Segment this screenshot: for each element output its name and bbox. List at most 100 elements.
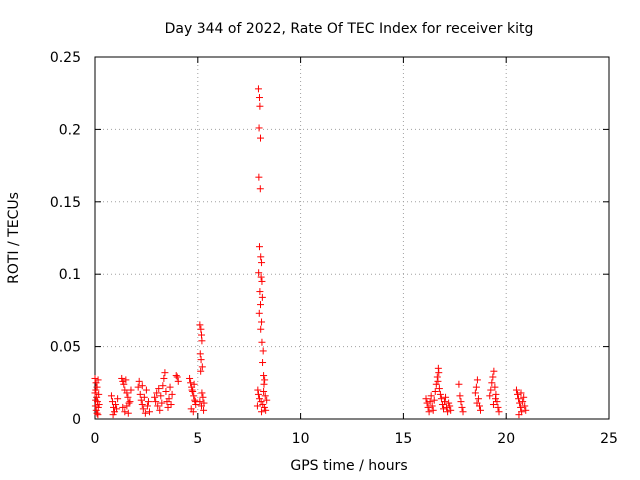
data-point bbox=[516, 399, 524, 407]
data-point bbox=[196, 321, 204, 329]
data-point bbox=[254, 386, 262, 394]
data-point bbox=[514, 390, 522, 398]
data-point bbox=[197, 325, 205, 333]
data-point bbox=[255, 395, 263, 403]
data-point bbox=[474, 395, 482, 403]
data-point bbox=[254, 390, 262, 398]
data-point bbox=[139, 405, 147, 413]
data-point bbox=[447, 406, 455, 414]
data-point bbox=[189, 387, 197, 395]
grid bbox=[95, 57, 609, 419]
data-point bbox=[257, 273, 265, 281]
data-point bbox=[134, 383, 142, 391]
data-point bbox=[165, 395, 173, 403]
y-tick-label: 0.25 bbox=[50, 50, 81, 66]
data-point bbox=[255, 124, 263, 132]
data-point bbox=[259, 347, 267, 355]
data-point bbox=[190, 380, 198, 388]
data-point bbox=[91, 389, 99, 397]
data-point bbox=[196, 350, 204, 358]
data-point bbox=[121, 408, 129, 416]
data-point bbox=[423, 399, 431, 407]
data-point bbox=[257, 301, 265, 309]
data-point bbox=[493, 398, 501, 406]
data-point bbox=[152, 398, 160, 406]
data-point bbox=[186, 374, 194, 382]
data-point bbox=[491, 383, 499, 391]
data-point bbox=[123, 402, 131, 410]
data-point bbox=[459, 408, 467, 416]
data-point bbox=[172, 372, 180, 380]
data-point bbox=[433, 373, 441, 381]
data-point bbox=[257, 134, 265, 142]
data-point bbox=[257, 398, 265, 406]
data-point bbox=[471, 389, 479, 397]
data-point bbox=[258, 318, 266, 326]
data-point bbox=[138, 382, 146, 390]
data-point bbox=[492, 395, 500, 403]
data-point bbox=[200, 399, 208, 407]
data-point bbox=[124, 409, 132, 417]
y-tick-label: 0.1 bbox=[59, 267, 81, 283]
data-point bbox=[441, 398, 449, 406]
data-point bbox=[521, 402, 529, 410]
data-point bbox=[197, 367, 205, 375]
data-point bbox=[92, 386, 100, 394]
data-point bbox=[190, 392, 198, 400]
data-point bbox=[260, 380, 268, 388]
data-point bbox=[446, 402, 454, 410]
data-point bbox=[122, 376, 130, 384]
data-point bbox=[445, 399, 453, 407]
data-point bbox=[92, 396, 100, 404]
data-point bbox=[261, 376, 269, 384]
data-point bbox=[258, 408, 266, 416]
data-point bbox=[141, 409, 149, 417]
data-point bbox=[490, 367, 498, 375]
data-point bbox=[135, 377, 143, 385]
data-point bbox=[255, 243, 263, 251]
data-point bbox=[156, 406, 164, 414]
data-point bbox=[431, 387, 439, 395]
data-point bbox=[258, 293, 266, 301]
data-point bbox=[160, 374, 168, 382]
y-axis-label: ROTI / TECUs bbox=[6, 192, 22, 284]
data-point bbox=[127, 386, 135, 394]
data-point bbox=[258, 338, 266, 346]
data-point bbox=[126, 398, 134, 406]
plot-area bbox=[94, 56, 610, 420]
data-point bbox=[154, 402, 162, 410]
x-axis-label: GPS time / hours bbox=[290, 458, 407, 474]
data-point bbox=[114, 395, 122, 403]
y-tick-label: 0 bbox=[72, 412, 81, 428]
data-point bbox=[120, 380, 128, 388]
data-point bbox=[489, 373, 497, 381]
data-point bbox=[428, 402, 436, 410]
data-point bbox=[258, 259, 266, 267]
data-point bbox=[257, 325, 265, 333]
data-point bbox=[113, 405, 121, 413]
data-point bbox=[143, 402, 151, 410]
data-point bbox=[489, 401, 497, 409]
data-point bbox=[259, 401, 267, 409]
data-point bbox=[94, 376, 102, 384]
data-point bbox=[140, 393, 148, 401]
data-point bbox=[437, 395, 445, 403]
data-point bbox=[157, 392, 165, 400]
data-point bbox=[123, 389, 131, 397]
data-point bbox=[256, 288, 264, 296]
data-point bbox=[457, 398, 465, 406]
chart-title: Day 344 of 2022, Rate Of TEC Index for r… bbox=[165, 21, 534, 37]
data-point bbox=[95, 401, 103, 409]
data-point bbox=[427, 392, 435, 400]
data-point bbox=[168, 390, 176, 398]
data-point bbox=[93, 383, 101, 391]
data-point bbox=[162, 387, 170, 395]
x-tick-label: 0 bbox=[91, 431, 100, 447]
data-point bbox=[520, 393, 528, 401]
data-point bbox=[435, 385, 443, 393]
data-point bbox=[430, 396, 438, 404]
data-point bbox=[164, 403, 172, 411]
data-point bbox=[142, 386, 150, 394]
data-point bbox=[258, 277, 266, 285]
